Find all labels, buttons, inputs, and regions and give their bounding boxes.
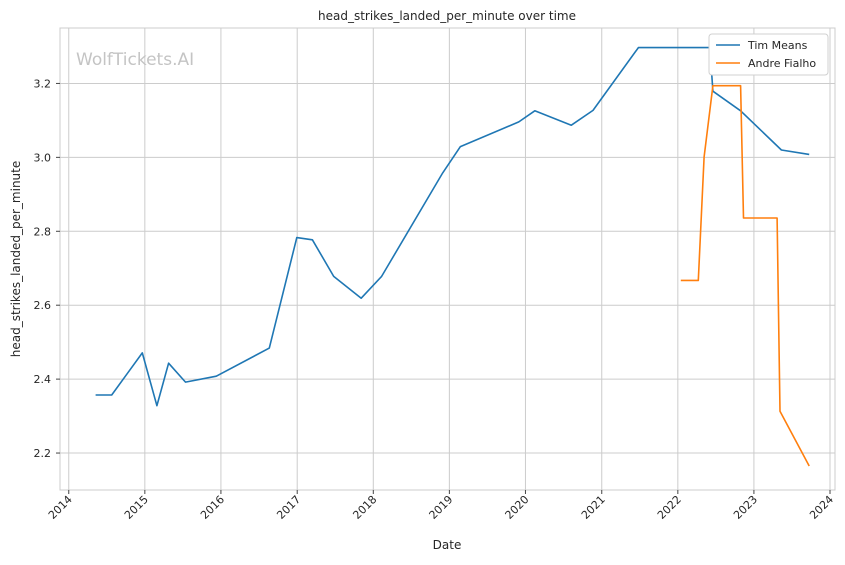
x-tick-label: 2020 (503, 493, 532, 522)
x-tick-label: 2022 (655, 493, 684, 522)
y-tick-label: 2.6 (34, 299, 52, 312)
series-lines (95, 46, 810, 467)
x-tick-label: 2014 (46, 493, 75, 522)
x-tick-label: 2015 (122, 493, 151, 522)
grid (60, 28, 835, 490)
y-tick-label: 3.0 (34, 151, 52, 164)
legend-label-tim-means: Tim Means (747, 39, 808, 52)
x-tick-label: 2017 (274, 493, 303, 522)
x-axis-ticks: 2014 2015 2016 2017 2018 2019 2020 2021 2022 2023… (46, 490, 836, 522)
plot-area-frame (59, 27, 836, 491)
y-tick-label: 2.8 (34, 225, 52, 238)
y-tick-label: 2.2 (34, 447, 52, 460)
x-tick-label: 2018 (350, 493, 379, 522)
series-line-andre-fialho (680, 84, 810, 467)
chart-title: head_strikes_landed_per_minute over time (318, 9, 576, 23)
y-tick-label: 3.2 (34, 77, 52, 90)
series-line-tim-means (95, 46, 810, 407)
y-axis-label: head_strikes_landed_per_minute (9, 161, 23, 358)
x-axis-label: Date (433, 538, 462, 552)
x-tick-label: 2016 (198, 493, 227, 522)
x-tick-label: 2023 (731, 493, 760, 522)
x-tick-label: 2021 (579, 493, 608, 522)
legend: Tim Means Andre Fialho (708, 33, 829, 76)
x-tick-label: 2024 (807, 493, 836, 522)
legend-label-andre-fialho: Andre Fialho (748, 57, 816, 70)
watermark-text: WolfTickets.AI (76, 50, 194, 70)
y-axis-ticks: 2.2 2.4 2.6 2.8 3.0 3.2 (34, 77, 60, 460)
y-tick-label: 2.4 (34, 373, 52, 386)
x-tick-label: 2019 (427, 493, 456, 522)
